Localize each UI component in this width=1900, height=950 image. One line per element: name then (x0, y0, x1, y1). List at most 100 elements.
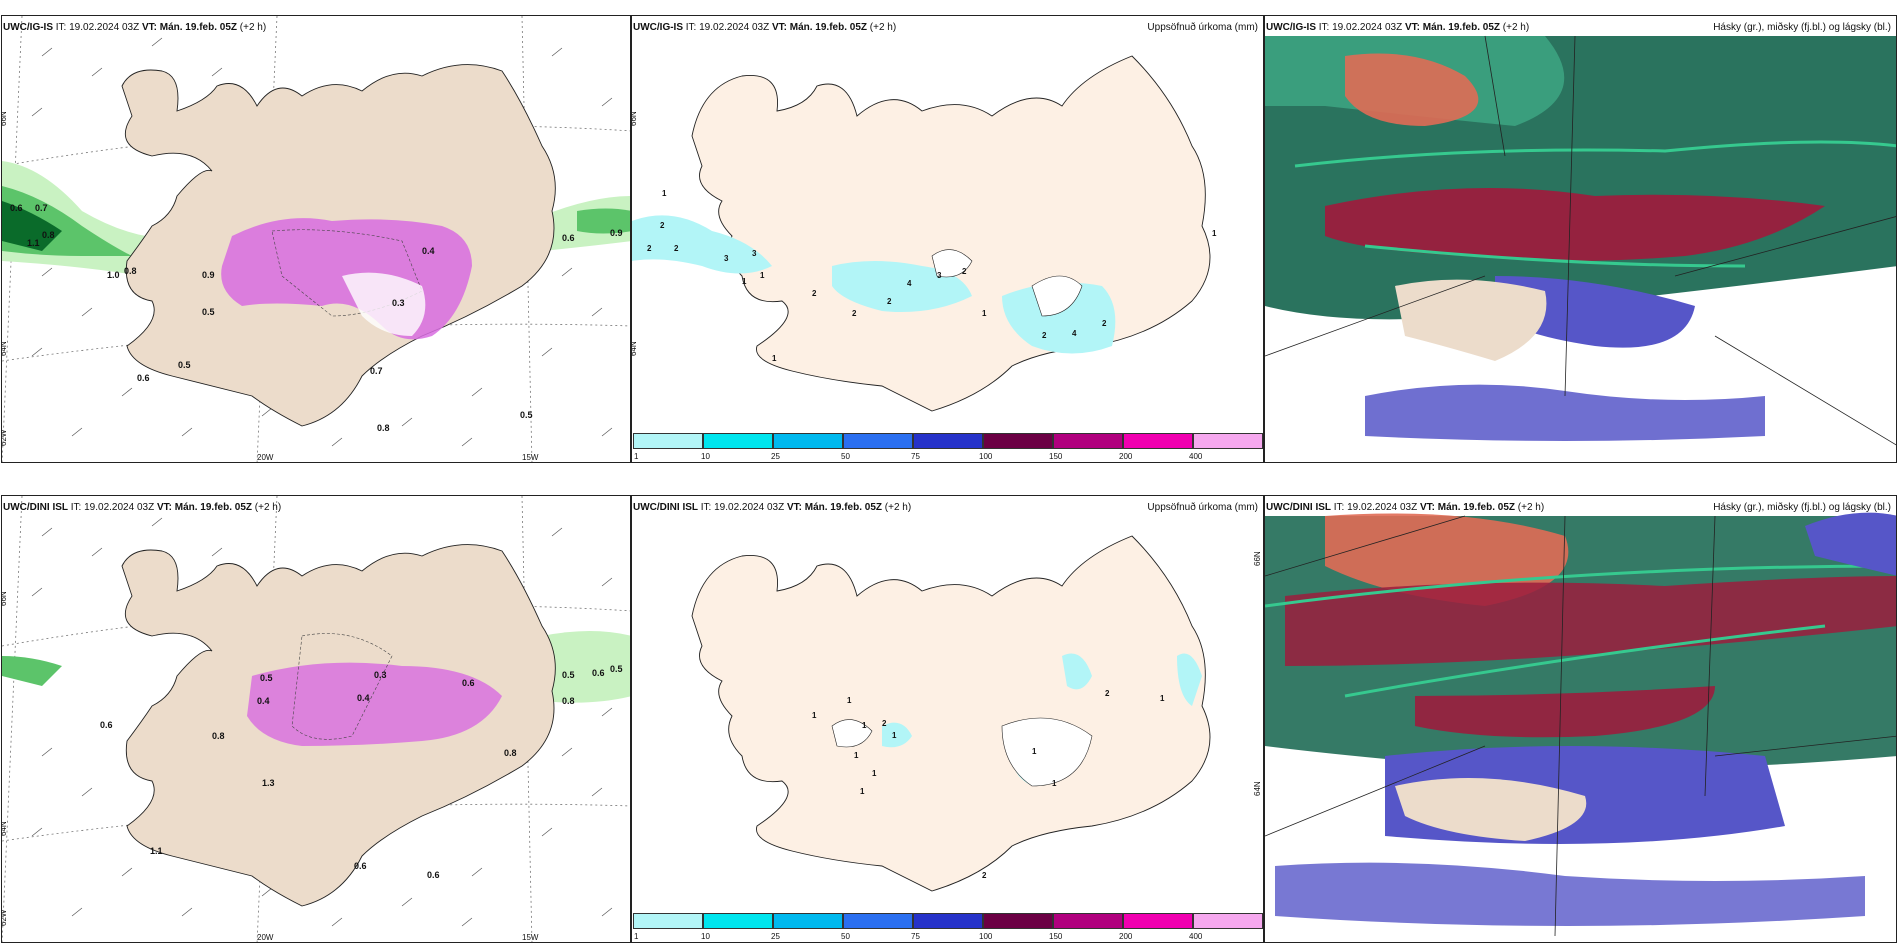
svg-text:2: 2 (647, 244, 652, 253)
map-precip-rate-dini-isl: 0.60.80.4 0.5 0.30.4 0.60.50.8 0.61.30.8 … (2, 496, 630, 942)
legend-swatch-200 (1123, 913, 1193, 929)
svg-text:3: 3 (724, 254, 729, 263)
svg-text:1: 1 (1032, 747, 1037, 756)
svg-text:1: 1 (760, 271, 765, 280)
svg-text:2: 2 (1042, 331, 1047, 340)
map-precip-rate-ig-is: 0.6 0.70.8 1.11.0 0.8 0.90.50.6 0.90.40.3 … (2, 16, 630, 462)
legend-label: 1 (634, 452, 639, 461)
svg-text:0.6: 0.6 (562, 233, 575, 243)
legend-label: 400 (1189, 452, 1203, 461)
svg-text:0.5: 0.5 (260, 673, 273, 683)
lon-label-15w: 15W (522, 453, 539, 462)
svg-text:1: 1 (872, 769, 877, 778)
legend-label: 100 (979, 452, 993, 461)
svg-text:1.3: 1.3 (262, 778, 275, 788)
svg-text:0.5: 0.5 (178, 360, 191, 370)
svg-text:0.7: 0.7 (370, 366, 383, 376)
svg-text:2: 2 (852, 309, 857, 318)
svg-text:0.8: 0.8 (212, 731, 225, 741)
svg-text:2: 2 (887, 297, 892, 306)
svg-text:2: 2 (882, 719, 887, 728)
svg-text:2: 2 (812, 289, 817, 298)
svg-text:0.8: 0.8 (42, 230, 55, 240)
legend-label: 200 (1119, 452, 1133, 461)
title-panel-2-row-2: UWC/DINI ISL IT: 19.02.2024 03Z VT: Mán.… (633, 502, 1258, 513)
svg-text:2: 2 (674, 244, 679, 253)
svg-text:0.3: 0.3 (392, 298, 405, 308)
legend-swatch-75 (913, 433, 983, 449)
title-panel-3-row-2: UWC/DINI ISL IT: 19.02.2024 03Z VT: Mán.… (1266, 502, 1891, 513)
panel-cloud-ig-is (1264, 15, 1897, 463)
legend-label: 1 (634, 932, 639, 941)
legend-swatch-75 (913, 913, 983, 929)
legend-label: 25 (771, 452, 780, 461)
legend-swatch-10 (703, 433, 773, 449)
legend-label: 75 (911, 932, 920, 941)
legend-swatch-100 (983, 913, 1053, 929)
legend-label: 150 (1049, 452, 1063, 461)
legend-swatch-1 (633, 913, 703, 929)
legend-swatch-25 (773, 913, 843, 929)
legend-label: 10 (701, 932, 710, 941)
lat-label-66n: 66N (2, 111, 8, 126)
panel-accum-precip-ig-is: 1 2 2 2 3 3 1 1 2 2 2 4 3 2 1 2 4 2 1 1 66N 64N (631, 15, 1264, 463)
title-panel-1-row-1: UWC/IG-IS IT: 19.02.2024 03Z VT: Mán. 19… (3, 22, 267, 33)
title-panel-1-row-2: UWC/DINI ISL IT: 19.02.2024 03Z VT: Mán.… (3, 502, 282, 513)
legend-swatch-100 (983, 433, 1053, 449)
svg-text:0.6: 0.6 (427, 870, 440, 880)
svg-text:0.9: 0.9 (610, 228, 623, 238)
svg-text:0.4: 0.4 (257, 696, 270, 706)
legend-swatch-25 (773, 433, 843, 449)
svg-text:66N: 66N (1253, 551, 1262, 566)
panel-cloud-dini-isl (1264, 495, 1897, 943)
precip-legend-row-1 (633, 433, 1263, 449)
map-accum-precip-ig-is: 1 2 2 2 3 3 1 1 2 2 2 4 3 2 1 2 4 2 1 1 66N 64N (632, 55, 1217, 412)
svg-text:64N: 64N (2, 821, 8, 836)
iceland-land-2 (691, 55, 1211, 412)
svg-text:1: 1 (1052, 779, 1057, 788)
svg-text:1: 1 (847, 696, 852, 705)
svg-text:0.6: 0.6 (592, 668, 605, 678)
iceland-land-4 (691, 535, 1211, 892)
panel-precip-rate-ig-is: 0.6 0.7 0.8 1.1 1.0 0.8 0.9 0.5 0.6 0.9 0.4 0.3 … (1, 15, 631, 463)
svg-text:1: 1 (860, 787, 865, 796)
svg-text:1: 1 (662, 189, 667, 198)
svg-text:0.3: 0.3 (374, 670, 387, 680)
legend-label: 50 (841, 932, 850, 941)
svg-text:1: 1 (862, 721, 867, 730)
svg-text:0.4: 0.4 (357, 693, 370, 703)
legend-label: 75 (911, 452, 920, 461)
svg-text:1.1: 1.1 (150, 846, 163, 856)
svg-text:1: 1 (1212, 229, 1217, 238)
legend-label: 100 (979, 932, 993, 941)
legend-swatch-50 (843, 433, 913, 449)
map-cloud-ig-is (1265, 16, 1896, 462)
svg-text:0.8: 0.8 (377, 423, 390, 433)
svg-text:1: 1 (812, 711, 817, 720)
svg-text:20W: 20W (257, 933, 274, 942)
legend-swatch-400 (1193, 913, 1263, 929)
legend-swatch-50 (843, 913, 913, 929)
legend-swatch-400 (1193, 433, 1263, 449)
lat-label-64n: 64N (2, 341, 8, 356)
legend-label: 200 (1119, 932, 1133, 941)
svg-text:66N: 66N (2, 591, 8, 606)
precip-legend-row-2 (633, 913, 1263, 929)
svg-text:0.6: 0.6 (462, 678, 475, 688)
svg-text:1: 1 (772, 354, 777, 363)
svg-text:4: 4 (1072, 329, 1077, 338)
svg-text:0.6: 0.6 (100, 720, 113, 730)
svg-text:66N: 66N (632, 111, 638, 126)
svg-text:3: 3 (752, 249, 757, 258)
svg-text:2: 2 (1102, 319, 1107, 328)
svg-text:1.0: 1.0 (107, 270, 120, 280)
legend-label: 25 (771, 932, 780, 941)
svg-text:0.6: 0.6 (137, 373, 150, 383)
svg-text:0.5: 0.5 (520, 410, 533, 420)
svg-text:0.6: 0.6 (354, 861, 367, 871)
svg-text:15W: 15W (522, 933, 539, 942)
svg-text:0.9: 0.9 (202, 270, 215, 280)
legend-swatch-200 (1123, 433, 1193, 449)
svg-text:3: 3 (937, 271, 942, 280)
